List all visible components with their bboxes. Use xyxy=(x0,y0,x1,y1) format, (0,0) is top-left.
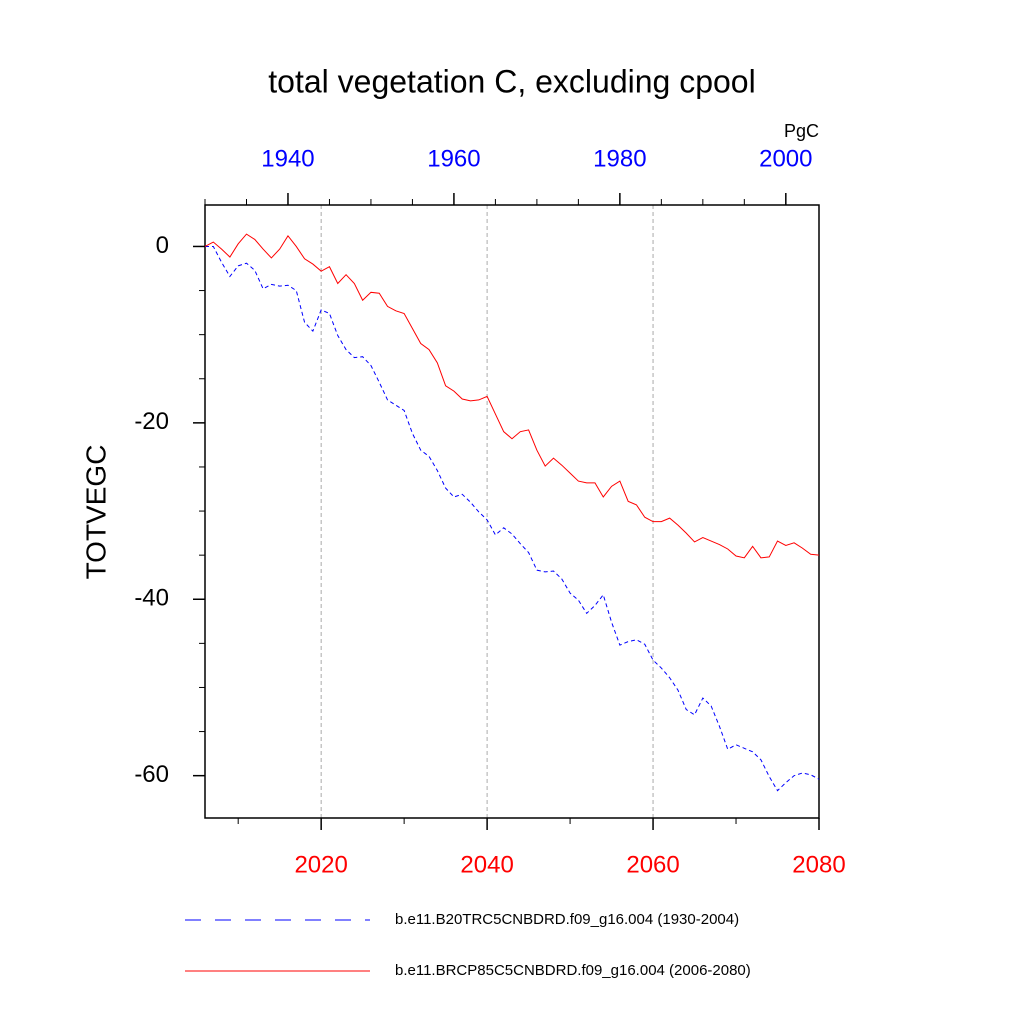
x-tick-label: 2080 xyxy=(792,851,845,878)
series-line xyxy=(205,245,820,792)
y-tick-label: -40 xyxy=(134,585,169,612)
x2-tick-label: 1940 xyxy=(261,145,314,172)
x-tick-label: 2040 xyxy=(460,851,513,878)
chart-title: total vegetation C, excluding cpool xyxy=(268,63,755,99)
y-axis-label: TOTVEGC xyxy=(80,445,111,580)
x2-tick-label: 1980 xyxy=(593,145,646,172)
x-tick-label: 2020 xyxy=(294,851,347,878)
y-tick-label: -60 xyxy=(134,761,169,788)
legend-label: b.e11.BRCP85C5CNBDRD.f09_g16.004 (2006-2… xyxy=(395,962,751,979)
x2-tick-label: 2000 xyxy=(759,145,812,172)
series-line xyxy=(204,233,820,559)
units-label: PgC xyxy=(784,121,819,141)
y-tick-label: -20 xyxy=(134,408,169,435)
y-tick-label: 0 xyxy=(156,232,169,259)
plot-frame xyxy=(204,204,820,819)
x2-tick-label: 1960 xyxy=(427,145,480,172)
x-tick-label: 2060 xyxy=(626,851,679,878)
legend-label: b.e11.B20TRC5CNBDRD.f09_g16.004 (1930-20… xyxy=(395,911,739,928)
